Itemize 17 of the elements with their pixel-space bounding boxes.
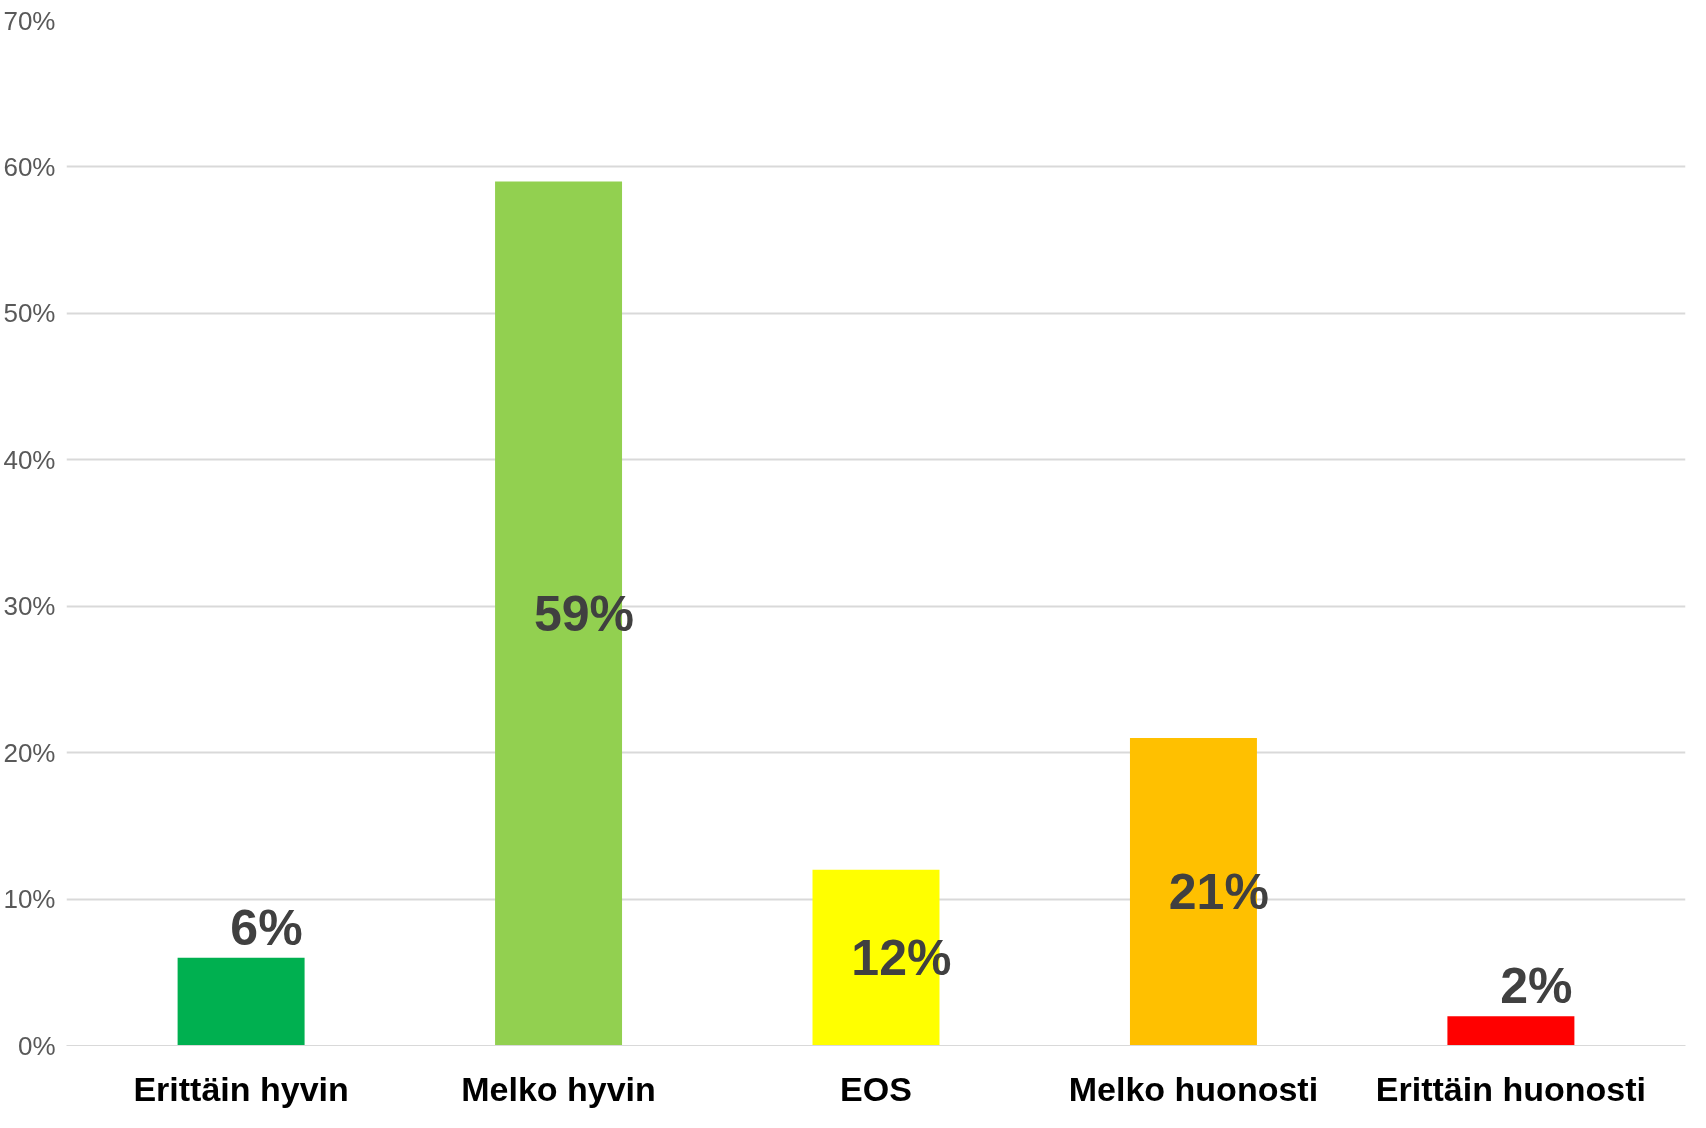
x-tick-label: Melko hyvin xyxy=(461,1069,656,1108)
bar xyxy=(1447,1016,1575,1046)
y-tick-label: 60% xyxy=(3,151,56,182)
x-tick-label: Erittäin hyvin xyxy=(133,1069,349,1108)
y-tick-label: 10% xyxy=(3,884,56,915)
x-tick-label: EOS xyxy=(840,1069,912,1108)
bar xyxy=(177,957,305,1046)
y-tick-label: 70% xyxy=(3,5,56,36)
data-label: 2% xyxy=(1500,958,1573,1015)
y-tick-label: 30% xyxy=(3,591,56,622)
y-tick-label: 0% xyxy=(17,1030,56,1061)
x-tick-label: Melko huonosti xyxy=(1068,1069,1319,1108)
y-tick-label: 20% xyxy=(3,737,56,768)
data-label: 6% xyxy=(230,899,303,956)
y-tick-label: 40% xyxy=(3,444,56,475)
y-tick-label: 50% xyxy=(3,298,56,329)
x-tick-label: Erittäin huonosti xyxy=(1375,1069,1646,1108)
